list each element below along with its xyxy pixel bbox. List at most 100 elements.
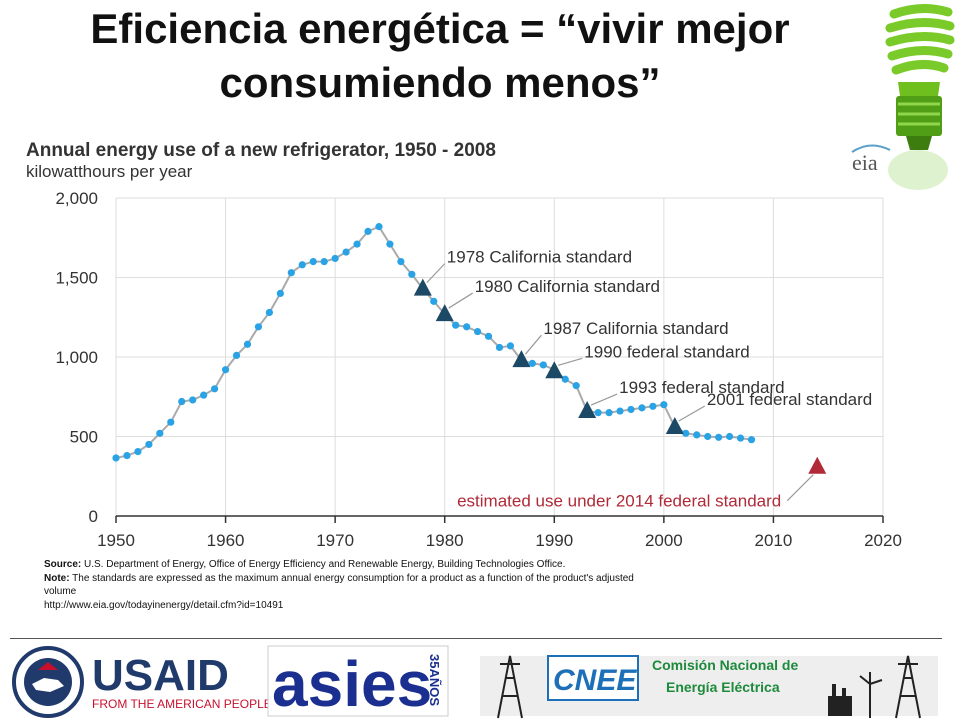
y-tick-label: 1,500 (55, 269, 98, 288)
data-point (375, 223, 383, 231)
data-point (747, 436, 756, 444)
data-point (649, 402, 657, 410)
eia-logo: eia (851, 144, 891, 175)
data-point (112, 454, 120, 462)
standard-marker (665, 416, 684, 434)
cnee-name-line1: Comisión Nacional de (652, 657, 798, 673)
data-point (627, 405, 635, 414)
estimate-leader-line (786, 474, 814, 502)
standard-marker (545, 361, 564, 379)
transmission-tower-icon (497, 655, 921, 719)
data-point (298, 261, 306, 269)
slide-title-line2: consumiendo menos” (219, 59, 661, 106)
source-label: Source: (44, 559, 82, 570)
asies-years: 35AÑOS (427, 654, 442, 706)
data-point (123, 451, 131, 460)
line-chart: 0 500 1,000 1,500 2,000 1950 1960 1970 1980 1990… (55, 189, 901, 550)
standard-leader-line (590, 393, 618, 406)
standard-label: 1993 federal standard (619, 378, 784, 397)
standard-marker (578, 401, 597, 419)
standard-label: 1987 California standard (543, 319, 728, 338)
data-point (638, 404, 646, 412)
cnee-acronym: CNEE (553, 664, 637, 697)
standard-label: 1990 federal standard (584, 342, 749, 361)
slide-title-line1: Eficiencia energética = “vivir mejor (90, 5, 790, 52)
data-point (736, 434, 745, 442)
x-tick-label: 1970 (316, 531, 354, 550)
data-point (178, 397, 186, 406)
data-point (484, 332, 493, 340)
x-tick-label: 1980 (426, 531, 464, 550)
standard-leader-line (426, 263, 446, 284)
data-point (145, 440, 153, 449)
data-point (364, 227, 372, 235)
standard-label: 1980 California standard (475, 277, 660, 296)
data-point (134, 448, 142, 456)
data-point (463, 323, 471, 331)
standard-leader-line (678, 405, 706, 422)
chart-notes: Source: U.S. Department of Energy, Offic… (44, 558, 644, 612)
data-point (473, 327, 482, 336)
source-text: U.S. Department of Energy, Office of Ene… (84, 559, 566, 570)
usaid-name: USAID (92, 651, 229, 700)
y-tick-label: 500 (70, 428, 98, 447)
note-text: The standards are expressed as the maxim… (44, 572, 634, 598)
data-point (561, 375, 569, 383)
x-tick-label: 1960 (207, 531, 245, 550)
data-point (232, 351, 241, 360)
data-point (243, 340, 252, 348)
data-point (287, 269, 295, 277)
wind-turbine-icon (859, 672, 883, 718)
chart-y-axis-label: kilowatthours per year (26, 162, 193, 181)
data-point (539, 361, 547, 369)
standard-label: 2001 federal standard (707, 390, 872, 409)
data-point (221, 366, 230, 374)
x-tick-label: 2000 (645, 531, 683, 550)
data-point (265, 308, 273, 317)
data-point (167, 418, 175, 426)
data-point (353, 240, 361, 248)
note-label: Note: (44, 572, 70, 584)
eia-logo-text: eia (852, 150, 878, 175)
estimate-marker (808, 456, 827, 474)
y-tick-label: 2,000 (55, 189, 98, 208)
data-point (452, 321, 460, 329)
standard-leader-line (524, 334, 542, 355)
data-point (495, 343, 504, 352)
data-point (682, 429, 690, 437)
source-url: http://www.eia.gov/todayinenergy/detail.… (44, 599, 284, 611)
asies-logo: asies (272, 648, 432, 720)
slide-title: Eficiencia energética = “vivir mejor con… (30, 2, 850, 110)
data-point (594, 409, 602, 417)
y-tick-label: 0 (89, 507, 98, 526)
data-point (320, 258, 328, 266)
x-tick-label: 2010 (755, 531, 793, 550)
data-point (397, 258, 405, 266)
estimate-label: estimated use under 2014 federal standar… (457, 492, 781, 511)
data-point (386, 240, 394, 248)
standard-marker (413, 278, 432, 296)
cnee-name-line2: Energía Eléctrica (666, 679, 780, 695)
y-tick-label: 1,000 (55, 348, 98, 367)
standard-marker (512, 350, 531, 368)
data-point (430, 297, 438, 305)
data-point (572, 382, 580, 390)
data-point (211, 385, 219, 393)
data-point (704, 432, 712, 441)
standard-leader-line (448, 292, 474, 309)
x-tick-label: 1990 (535, 531, 573, 550)
data-point (254, 323, 263, 331)
standard-leader-line (558, 357, 583, 366)
data-point (506, 342, 515, 350)
data-point (693, 431, 701, 439)
usaid-seal-icon (12, 646, 84, 718)
factory-icon (828, 684, 852, 716)
standard-label: 1978 California standard (447, 248, 632, 267)
data-point (408, 270, 416, 278)
data-point (605, 409, 613, 417)
data-point (276, 289, 284, 297)
usaid-tagline: FROM THE AMERICAN PEOPLE (92, 697, 272, 711)
data-point (156, 429, 164, 437)
standard-marker (435, 304, 454, 322)
data-point (189, 396, 197, 404)
